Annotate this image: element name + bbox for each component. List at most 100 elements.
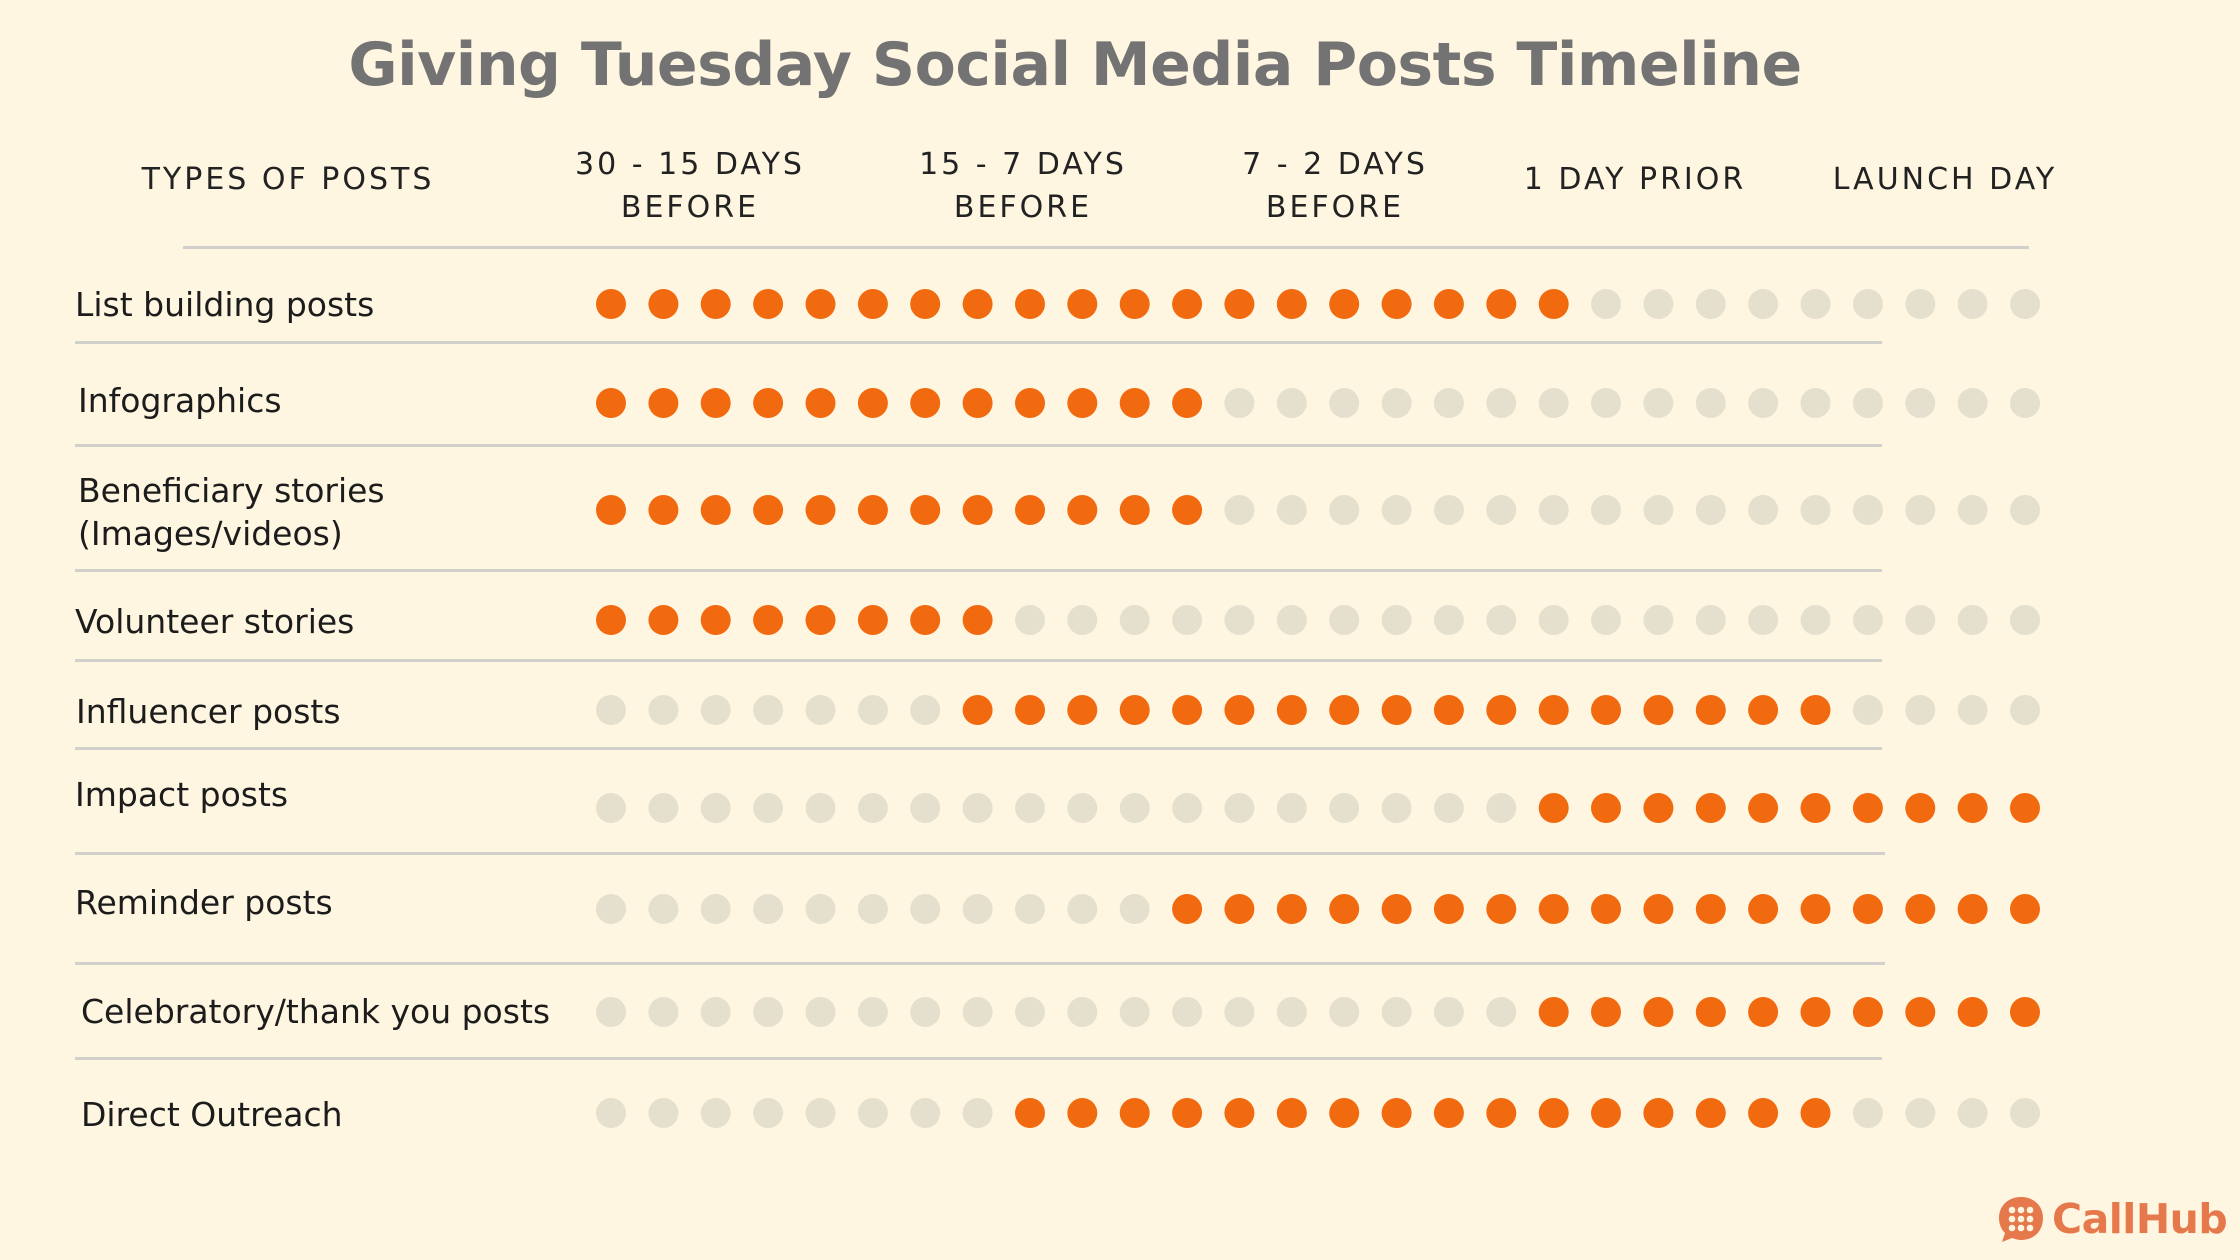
active-post-dot <box>596 605 626 635</box>
inactive-post-dot <box>1381 388 1412 418</box>
active-post-dot <box>1643 793 1674 823</box>
active-post-dot <box>1695 695 1726 725</box>
inactive-post-dot <box>910 894 941 924</box>
active-post-dot <box>1852 894 1883 924</box>
active-post-dot <box>1172 894 1203 924</box>
inactive-post-dot <box>1538 495 1569 525</box>
inactive-post-dot <box>1800 495 1831 525</box>
inactive-post-dot <box>1224 388 1255 418</box>
active-post-dot <box>1433 695 1464 725</box>
inactive-post-dot <box>1538 605 1569 635</box>
active-post-dot <box>1695 793 1726 823</box>
active-post-dot <box>1381 1098 1412 1128</box>
active-post-dot <box>1800 894 1831 924</box>
inactive-post-dot <box>1957 695 1988 725</box>
logo-text: CallHub <box>2052 1195 2228 1243</box>
active-post-dot <box>1486 1098 1517 1128</box>
inactive-post-dot <box>1643 605 1674 635</box>
active-post-dot <box>1276 1098 1307 1128</box>
inactive-post-dot <box>700 1098 731 1128</box>
inactive-post-dot <box>1015 793 1045 823</box>
inactive-post-dot <box>1591 289 1621 319</box>
row-label-infographics: Infographics <box>78 381 282 420</box>
inactive-post-dot <box>648 695 679 725</box>
active-post-dot <box>1643 997 1674 1027</box>
inactive-post-dot <box>1119 605 1150 635</box>
active-post-dot <box>910 289 941 319</box>
inactive-post-dot <box>910 997 941 1027</box>
active-post-dot <box>1119 695 1150 725</box>
active-post-dot <box>805 495 836 525</box>
inactive-post-dot <box>753 793 784 823</box>
row-divider <box>75 659 1882 662</box>
inactive-post-dot <box>2010 1098 2040 1128</box>
active-post-dot <box>1643 695 1674 725</box>
active-post-dot <box>962 695 993 725</box>
inactive-post-dot <box>1748 495 1779 525</box>
inactive-post-dot <box>857 1098 888 1128</box>
active-post-dot <box>1905 894 1936 924</box>
active-post-dot <box>962 289 993 319</box>
inactive-post-dot <box>1957 495 1988 525</box>
active-post-dot <box>857 605 888 635</box>
inactive-post-dot <box>805 1098 836 1128</box>
active-post-dot <box>1015 1098 1045 1128</box>
active-post-dot <box>1172 495 1203 525</box>
row-label-reminder-posts: Reminder posts <box>75 883 333 922</box>
inactive-post-dot <box>1276 997 1307 1027</box>
inactive-post-dot <box>1067 894 1098 924</box>
inactive-post-dot <box>1433 495 1464 525</box>
inactive-post-dot <box>1224 793 1255 823</box>
inactive-post-dot <box>1015 605 1045 635</box>
active-post-dot <box>1800 793 1831 823</box>
inactive-post-dot <box>700 793 731 823</box>
inactive-post-dot <box>700 695 731 725</box>
active-post-dot <box>1015 695 1045 725</box>
active-post-dot <box>1276 289 1307 319</box>
inactive-post-dot <box>596 894 626 924</box>
active-post-dot <box>805 605 836 635</box>
active-post-dot <box>1329 289 1360 319</box>
row-label-volunteer-stories: Volunteer stories <box>75 602 355 641</box>
active-post-dot <box>1486 289 1517 319</box>
active-post-dot <box>1172 1098 1203 1128</box>
active-post-dot <box>2010 997 2040 1027</box>
inactive-post-dot <box>1486 388 1517 418</box>
inactive-post-dot <box>1852 388 1883 418</box>
column-header-launch-day: LAUNCH DAY <box>1832 162 2058 197</box>
inactive-post-dot <box>1119 793 1150 823</box>
inactive-post-dot <box>1905 1098 1936 1128</box>
active-post-dot <box>1957 997 1988 1027</box>
inactive-post-dot <box>1067 605 1098 635</box>
inactive-post-dot <box>1276 495 1307 525</box>
chat-bubble-dots-icon <box>1999 1197 2043 1242</box>
inactive-post-dot <box>2010 388 2040 418</box>
inactive-post-dot <box>962 1098 993 1128</box>
active-post-dot <box>1852 997 1883 1027</box>
inactive-post-dot <box>1957 388 1988 418</box>
inactive-post-dot <box>1015 997 1045 1027</box>
row-label-celebratory-posts: Celebratory/thank you posts <box>81 992 551 1031</box>
inactive-post-dot <box>1905 695 1936 725</box>
active-post-dot <box>857 289 888 319</box>
active-post-dot <box>1119 495 1150 525</box>
active-post-dot <box>1381 289 1412 319</box>
active-post-dot <box>1381 894 1412 924</box>
active-post-dot <box>700 388 731 418</box>
inactive-post-dot <box>1172 997 1203 1027</box>
row-label-list-building: List building posts <box>75 285 375 324</box>
row-divider <box>75 569 1882 572</box>
active-post-dot <box>1433 1098 1464 1128</box>
column-header-15-7-days: 15 - 7 DAYS BEFORE <box>919 147 1127 225</box>
inactive-post-dot <box>805 695 836 725</box>
active-post-dot <box>1433 289 1464 319</box>
active-post-dot <box>1643 894 1674 924</box>
inactive-post-dot <box>1957 605 1988 635</box>
active-post-dot <box>700 605 731 635</box>
chart-title: Giving Tuesday Social Media Posts Timeli… <box>348 30 1802 100</box>
active-post-dot <box>1591 894 1621 924</box>
active-post-dot <box>648 495 679 525</box>
active-post-dot <box>753 388 784 418</box>
inactive-post-dot <box>1329 793 1360 823</box>
